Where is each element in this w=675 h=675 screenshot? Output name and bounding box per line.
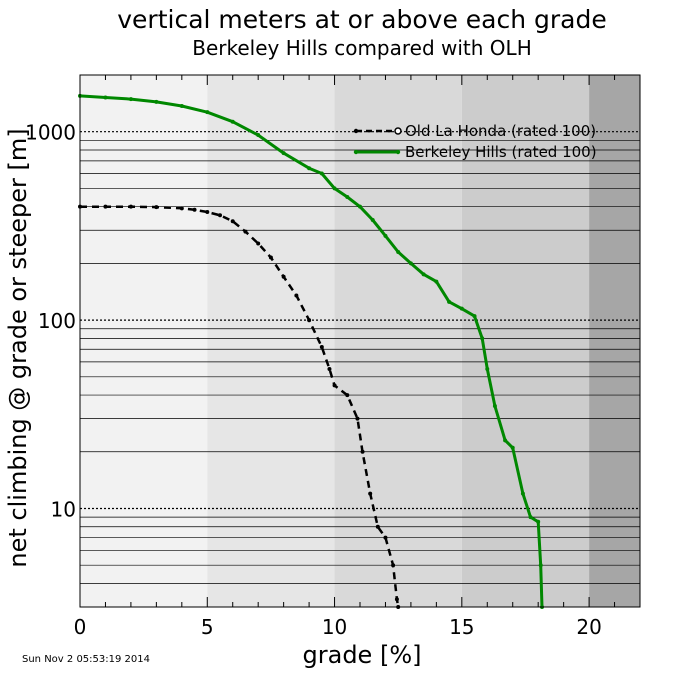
data-point: [538, 563, 543, 568]
data-point: [358, 204, 362, 209]
grade-band-2: [334, 75, 462, 607]
data-point: [103, 204, 108, 209]
data-point: [281, 151, 286, 156]
data-point: [332, 186, 337, 191]
data-point: [205, 110, 210, 115]
data-point: [510, 445, 515, 450]
x-tick-label: 15: [449, 615, 474, 639]
data-point: [192, 207, 197, 212]
data-point: [345, 195, 350, 200]
data-point: [205, 209, 210, 214]
data-point: [319, 344, 324, 349]
data-point: [383, 535, 388, 540]
data-point: [480, 336, 485, 341]
data-point: [520, 491, 525, 496]
background-bands: [80, 75, 640, 607]
data-point: [179, 103, 184, 108]
data-point: [355, 416, 360, 421]
data-point: [256, 241, 261, 246]
data-point: [332, 383, 337, 388]
data-point: [370, 217, 375, 222]
data-point: [447, 299, 452, 304]
data-point: [128, 97, 133, 102]
x-tick-label: 20: [576, 615, 601, 639]
data-point: [307, 318, 312, 323]
data-point: [281, 274, 286, 279]
data-point: [103, 95, 108, 100]
data-point: [536, 519, 541, 524]
data-point: [243, 229, 248, 234]
legend-label-old-la-honda: Old La Honda (rated 100): [405, 122, 596, 140]
data-point: [319, 171, 324, 176]
series-0: [78, 204, 401, 609]
data-point: [391, 563, 396, 568]
y-tick-label: 1000: [25, 121, 76, 145]
tick-labels: 0 5 10 15 20 10 100 1000: [25, 121, 602, 639]
data-point: [230, 219, 235, 224]
data-point: [485, 367, 490, 372]
y-axis-label: net climbing @ grade or steeper [m]: [4, 128, 32, 567]
grade-band-4: [589, 75, 640, 607]
grade-band-0: [80, 75, 208, 607]
legend-marker-berkeley-hills-end: [395, 149, 401, 155]
data-point: [154, 205, 159, 210]
data-point: [268, 255, 273, 260]
data-point: [256, 133, 261, 138]
legend-marker-old-la-honda: [353, 128, 359, 134]
chart-subtitle: Berkeley Hills compared with OLH: [192, 36, 531, 60]
data-point: [528, 515, 533, 520]
x-tick-label: 5: [201, 615, 214, 639]
data-point: [307, 166, 312, 171]
data-point: [459, 306, 464, 311]
x-tick-label: 10: [322, 615, 347, 639]
data-point: [154, 99, 159, 104]
data-point: [360, 449, 365, 454]
data-point: [230, 119, 235, 124]
data-point: [396, 249, 401, 254]
data-point: [179, 206, 184, 211]
axis-ticks: [79, 75, 641, 607]
grade-band-1: [207, 75, 335, 607]
y-tick-label: 10: [51, 497, 76, 521]
legend-label-berkeley-hills: Berkeley Hills (rated 100): [405, 143, 597, 161]
legend-marker-berkeley-hills: [353, 149, 359, 155]
data-point: [294, 293, 299, 298]
data-point: [394, 597, 399, 602]
x-tick-label: 0: [74, 615, 87, 639]
legend: Old La Honda (rated 100) Berkeley Hills …: [353, 122, 597, 161]
data-point: [218, 213, 222, 218]
timestamp: Sun Nov 2 05:53:19 2014: [22, 654, 150, 665]
data-point: [383, 233, 388, 238]
data-point: [503, 438, 508, 443]
y-tick-label: 100: [38, 309, 76, 333]
x-axis-label: grade [%]: [303, 641, 422, 669]
chart-title: vertical meters at or above each grade: [117, 5, 606, 34]
data-point: [128, 204, 133, 209]
data-point: [368, 491, 373, 496]
data-point: [327, 367, 332, 372]
data-point: [434, 279, 439, 284]
data-point: [345, 393, 350, 398]
data-point: [408, 261, 413, 266]
data-point: [421, 272, 426, 277]
data-point: [375, 524, 380, 529]
series-layer: [78, 93, 544, 609]
legend-marker-old-la-honda-end: [394, 127, 402, 135]
data-point: [472, 314, 477, 319]
data-point: [492, 403, 497, 408]
